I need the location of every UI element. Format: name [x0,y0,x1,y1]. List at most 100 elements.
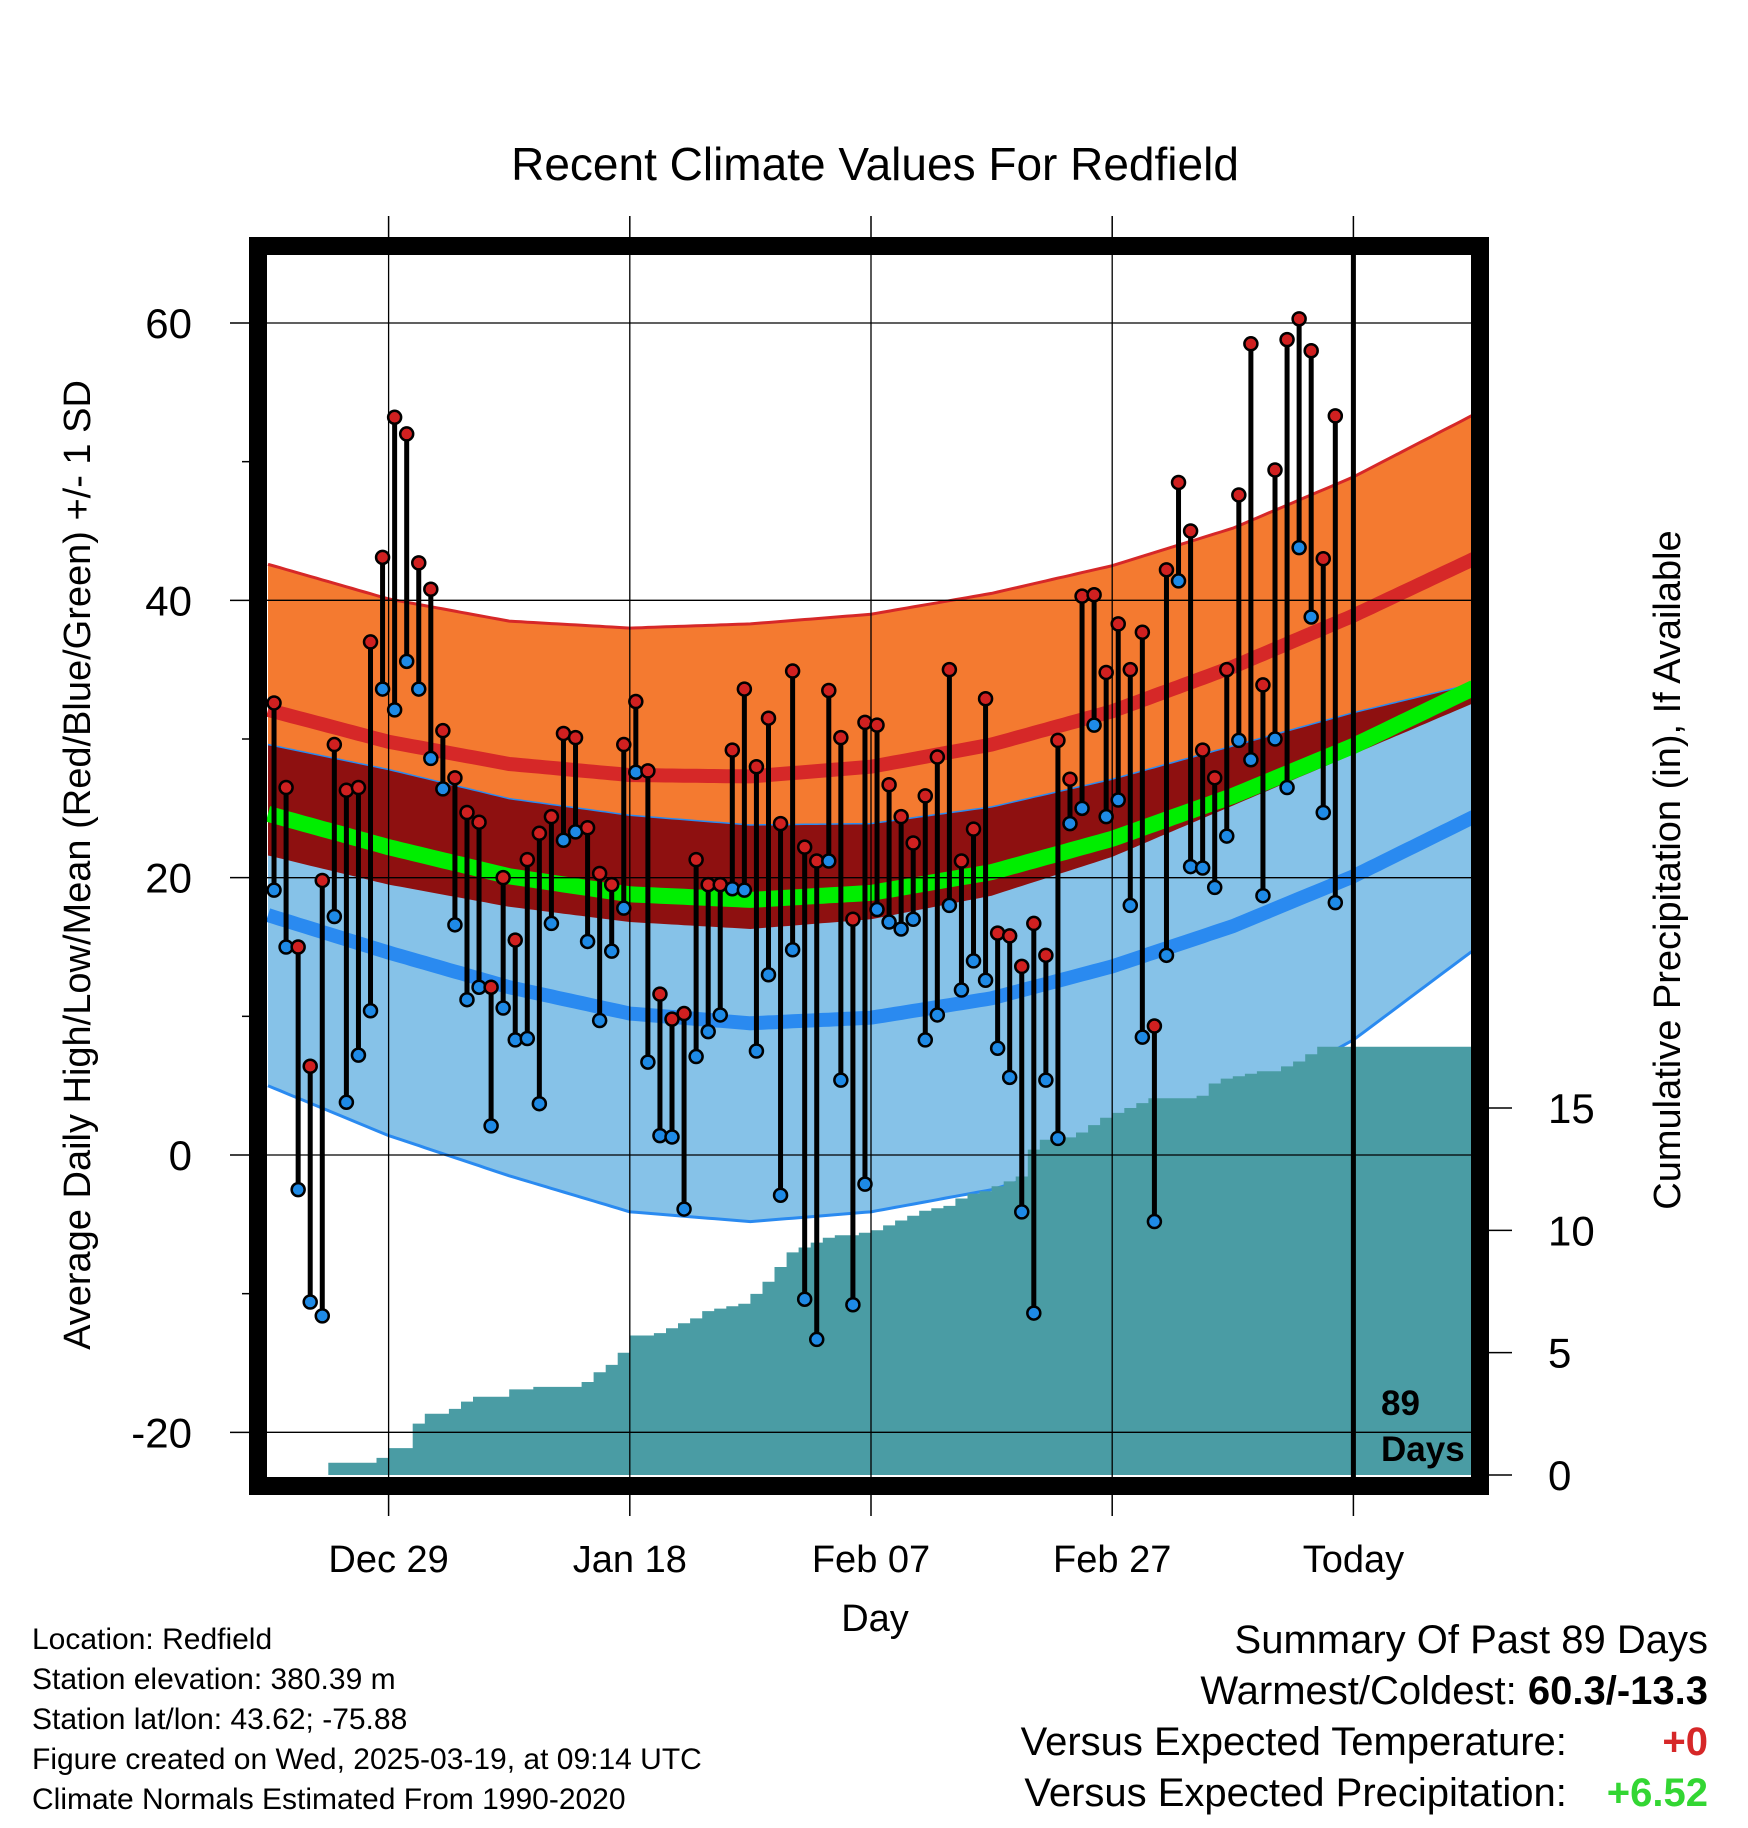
high-marker [1038,947,1054,964]
high-marker [459,804,475,821]
high-marker [519,851,536,868]
high-marker [483,979,499,995]
high-marker [290,939,306,955]
y2-tick-label: 10 [1548,1207,1595,1254]
low-marker [1315,804,1331,821]
low-marker [1206,879,1223,896]
info-location: Location: Redfield [32,1623,273,1656]
low-marker [833,1072,849,1088]
y2-tick-label: 15 [1548,1085,1595,1132]
low-marker [953,982,970,998]
y-tick-label: -20 [131,1409,192,1456]
grid-lines [258,246,1480,1486]
temperature-markers [266,311,1344,1348]
precip-label: Versus Expected Precipitation: [1024,1771,1567,1815]
high-marker [652,986,668,1002]
high-marker [676,1005,692,1022]
high-marker [1098,664,1114,681]
y2-tick-label: 5 [1548,1330,1571,1377]
summary-title: Summary Of Past 89 Days [1234,1618,1708,1662]
high-marker [977,691,994,707]
high-marker [917,788,934,804]
low-marker [808,1331,825,1348]
low-marker [1074,800,1090,817]
high-marker [1206,770,1223,786]
low-marker [447,917,463,933]
y2-axis-label: Cumulative Precipitation (in), If Availa… [1647,530,1689,1209]
high-marker [398,426,415,442]
low-marker [736,882,753,898]
high-marker [1134,624,1151,640]
high-marker [736,681,753,697]
high-marker [471,814,487,830]
station-info: Location: Redfield Station elevation: 38… [32,1620,702,1820]
high-marker [591,865,608,882]
high-marker [1291,311,1307,327]
high-marker [567,729,584,746]
low-marker [748,1043,765,1059]
low-marker [1194,860,1211,876]
high-marker [893,808,909,825]
days-label-line2: Days [1381,1430,1465,1469]
high-marker [905,835,921,851]
low-marker [1001,1069,1018,1086]
low-marker [1170,573,1187,589]
high-marker [350,779,367,796]
low-marker [1219,828,1235,844]
precip-value: +6.52 [1606,1771,1708,1815]
low-marker [676,1201,692,1217]
high-marker [784,663,801,679]
low-marker [555,832,572,848]
high-marker [411,555,427,571]
low-marker [483,1118,499,1134]
low-marker [893,921,909,937]
high-marker [1001,928,1018,944]
low-marker [760,966,777,983]
low-marker [543,915,560,932]
low-marker [1231,732,1247,749]
low-marker [700,1023,716,1040]
low-marker [1110,792,1126,808]
high-marker [435,722,451,739]
high-marker [326,736,343,753]
high-marker [447,770,463,786]
low-marker [989,1040,1006,1056]
chart-title: Recent Climate Values For Redfield [511,138,1239,190]
low-marker [326,908,343,925]
low-marker [423,750,439,767]
low-marker [977,972,994,989]
high-marker [1219,661,1235,678]
low-marker [1050,1130,1066,1147]
warm-cold-label: Warmest/Coldest: [1200,1669,1517,1713]
low-marker [1134,1029,1151,1045]
high-marker [1182,523,1199,539]
low-marker [459,991,475,1008]
low-marker [290,1181,306,1198]
low-marker [579,933,596,950]
high-marker [845,911,861,928]
low-marker [531,1095,548,1112]
low-marker [772,1187,789,1203]
high-marker [1158,562,1175,578]
low-marker [1038,1072,1054,1088]
low-marker [965,953,982,969]
high-marker [881,777,897,793]
info-normals: Climate Normals Estimated From 1990-2020 [32,1783,626,1816]
high-marker [772,815,789,832]
high-marker [278,779,294,796]
low-marker [1014,1204,1030,1220]
info-latlon: Station lat/lon: 43.62; -75.88 [32,1703,408,1736]
low-marker [917,1032,934,1048]
high-marker [423,581,439,597]
high-marker [1243,336,1259,352]
y-tick-label: 0 [169,1132,192,1179]
y-axis-label: Average Daily High/Low/Mean (Red/Blue/Gr… [57,380,99,1350]
high-marker [1315,550,1331,567]
low-marker [1062,815,1078,832]
high-marker [1146,1018,1163,1034]
low-marker [386,702,403,718]
summary-temp: Versus Expected Temperature: +0 [1021,1717,1708,1768]
low-marker [302,1294,318,1310]
precip-area [268,1046,1480,1475]
